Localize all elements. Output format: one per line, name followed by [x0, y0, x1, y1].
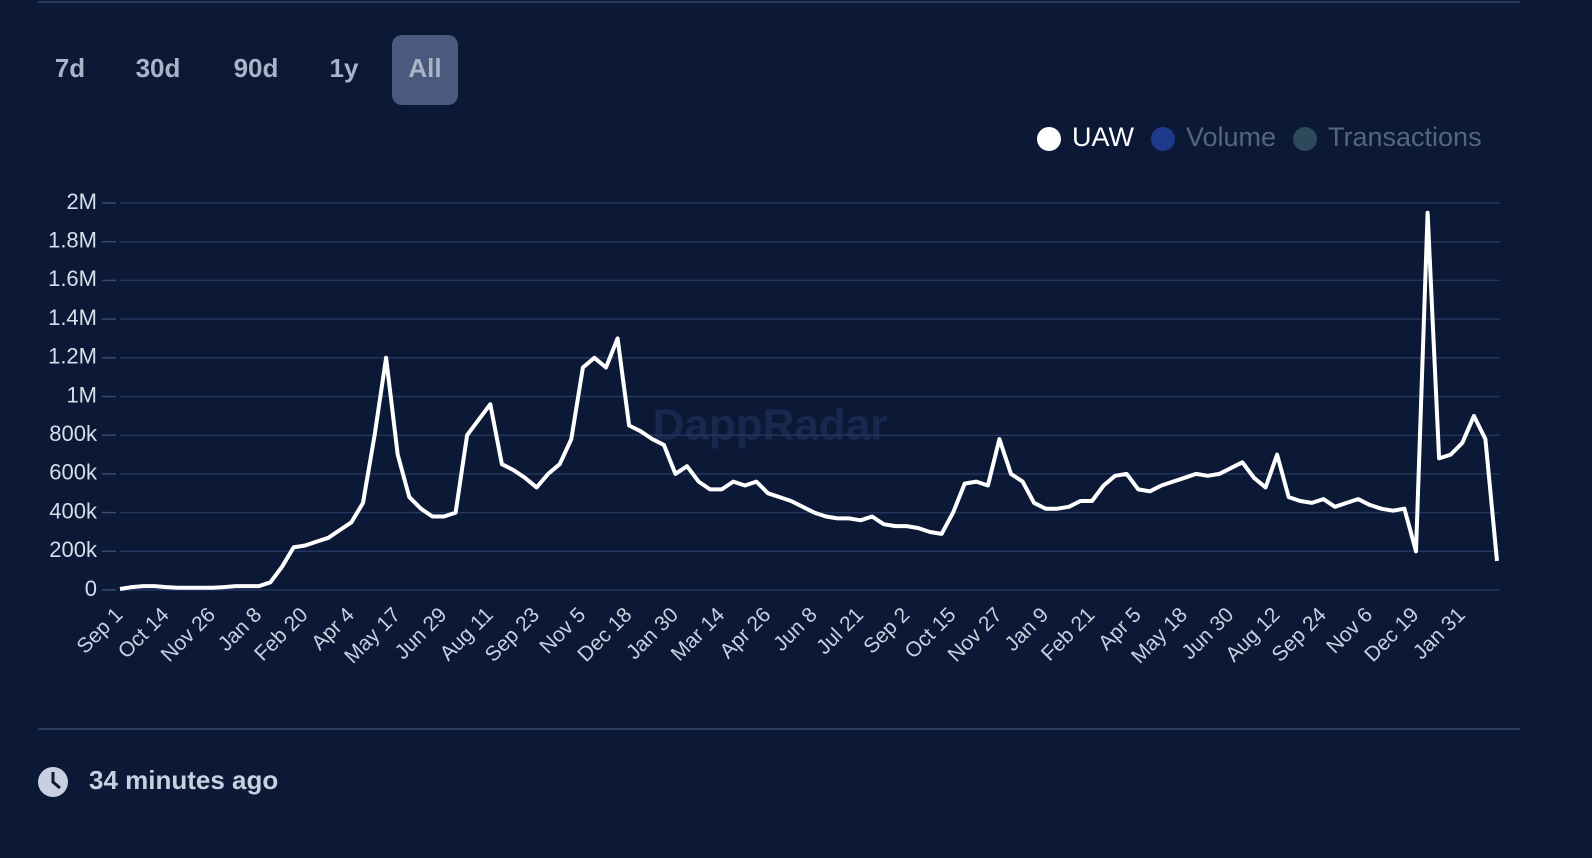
clock-icon: [38, 767, 68, 797]
range-button[interactable]: All: [392, 35, 458, 105]
x-tick-label: Jan 31: [1409, 603, 1470, 664]
legend-label: Transactions: [1328, 122, 1482, 152]
button-label: All: [408, 53, 441, 83]
y-tick-label: 600k: [49, 460, 98, 485]
range-button[interactable]: 90d: [234, 53, 279, 83]
x-tick-label: Apr 26: [715, 603, 775, 663]
y-tick-label: 800k: [49, 421, 98, 446]
range-button[interactable]: 7d: [55, 53, 85, 83]
button-label: 7d: [55, 53, 85, 83]
legend-label: UAW: [1072, 122, 1135, 152]
x-tick-label: Mar 14: [667, 603, 730, 666]
y-tick-label: 400k: [49, 498, 98, 523]
uaw-line: [119, 210, 1499, 591]
legend-swatch: [1151, 127, 1175, 151]
button-label: 1y: [330, 53, 359, 83]
y-tick-label: 1.8M: [48, 228, 97, 253]
y-tick-label: 2M: [66, 189, 97, 214]
y-tick-label: 0: [85, 576, 97, 601]
legend-swatch: [1037, 127, 1061, 151]
button-label: 90d: [234, 53, 279, 83]
range-button[interactable]: 1y: [330, 53, 359, 83]
x-tick-label: Jun 8: [769, 603, 822, 656]
y-tick-label: 1.6M: [48, 266, 97, 291]
x-tick-label: Feb 20: [250, 603, 313, 666]
button-bg: [392, 35, 458, 105]
y-tick-label: 1M: [66, 382, 97, 407]
x-tick-label: Feb 21: [1037, 603, 1100, 666]
y-tick-label: 1.2M: [48, 344, 97, 369]
y-tick-label: 200k: [49, 537, 98, 562]
legend-swatch: [1293, 127, 1317, 151]
updated-time: 34 minutes ago: [89, 765, 278, 795]
y-tick-label: 1.4M: [48, 305, 97, 330]
x-tick-label: Jul 21: [812, 603, 868, 659]
button-label: 30d: [136, 53, 181, 83]
range-button[interactable]: 30d: [136, 53, 181, 83]
legend-label: Volume: [1186, 122, 1276, 152]
watermark: DappRadar: [653, 401, 888, 450]
